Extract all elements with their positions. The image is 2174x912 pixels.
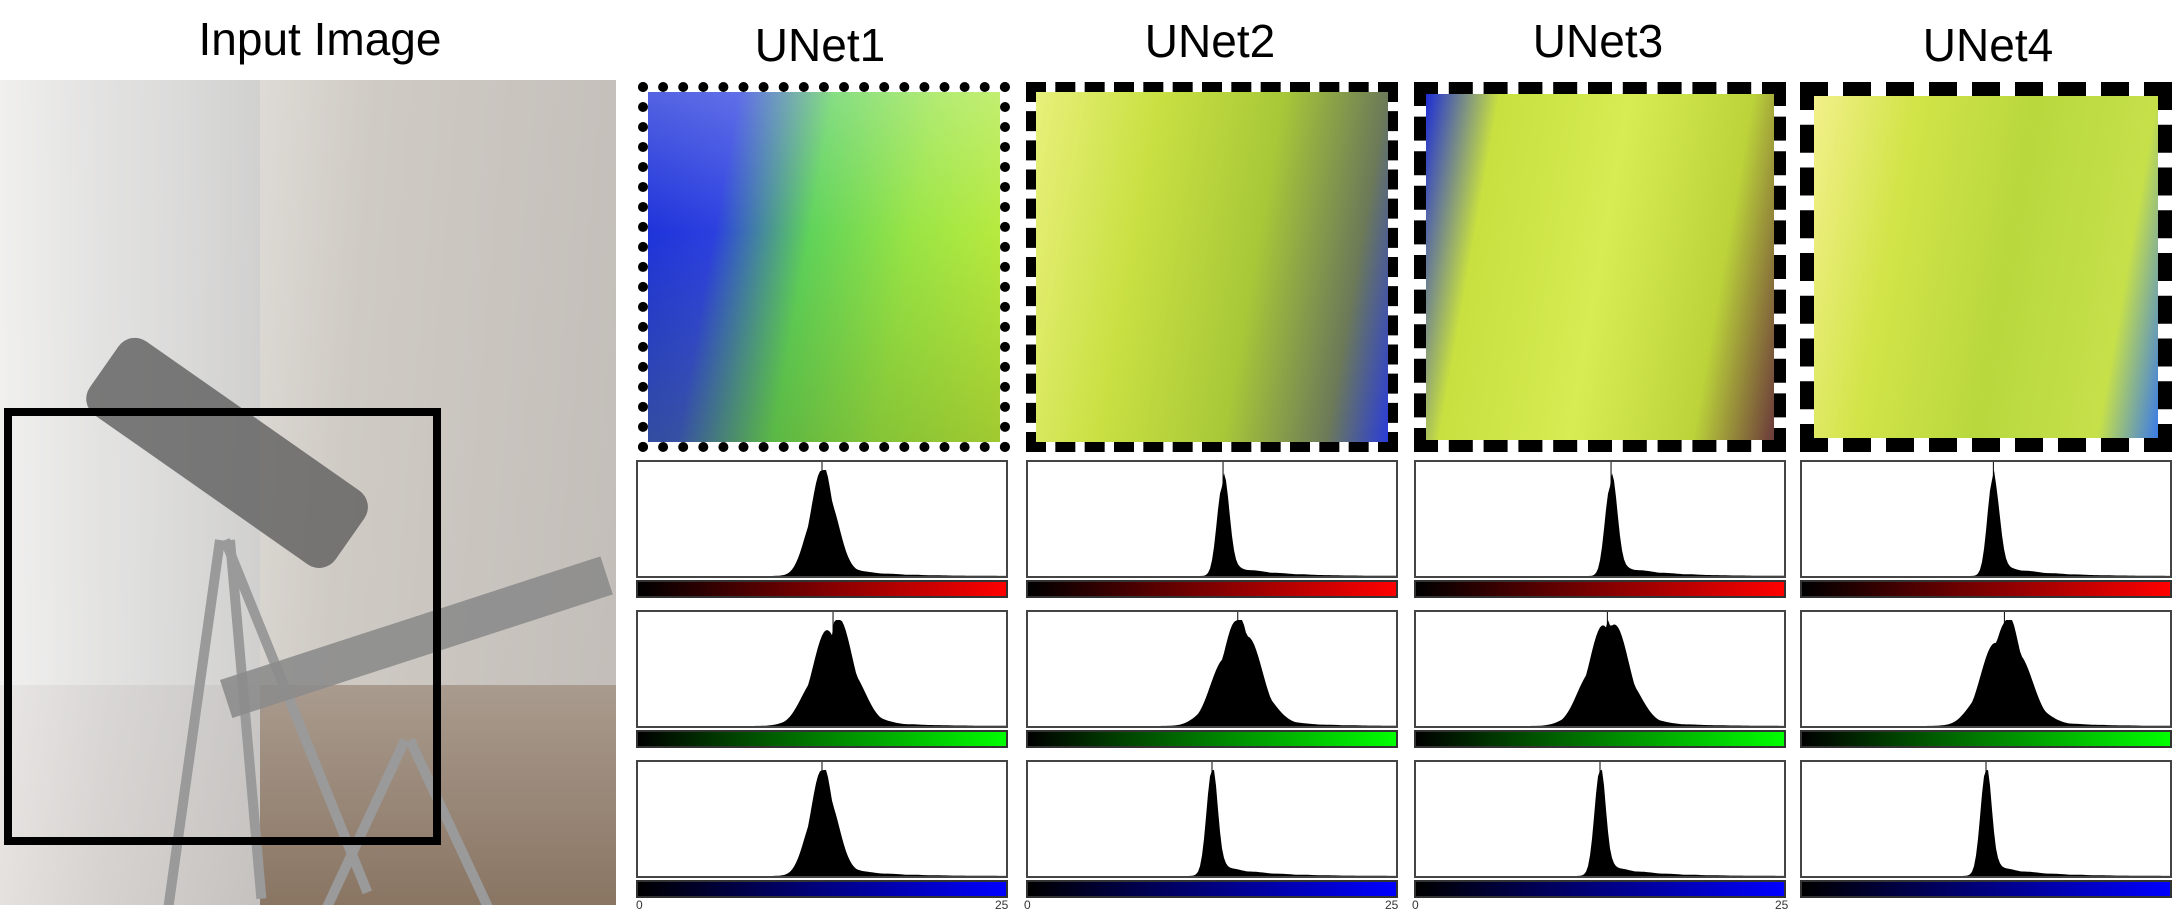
unet1-blue-histogram xyxy=(636,760,1008,878)
unet3-red-gradient-bar xyxy=(1414,580,1786,598)
unet1-image-shading xyxy=(648,92,1000,442)
unet3-green-gradient-bar xyxy=(1414,730,1786,748)
unet2-output-image xyxy=(1026,82,1398,452)
unet4-red-gradient-bar xyxy=(1800,580,2172,598)
unet2-red-gradient-bar xyxy=(1026,580,1398,598)
axis-tick-min: 0 xyxy=(1024,898,1031,912)
histogram-shape xyxy=(1802,620,2170,726)
unet1-blue-gradient-bar xyxy=(636,880,1008,898)
input-image-title: Input Image xyxy=(198,13,442,65)
histogram-shape xyxy=(1802,470,2170,576)
unet3-blue-gradient-bar xyxy=(1414,880,1786,898)
unet1-image-fill xyxy=(648,92,1000,442)
histogram-shape xyxy=(1416,620,1784,726)
unet1-output-image xyxy=(638,82,1010,452)
unet3-green-histogram xyxy=(1414,610,1786,728)
unet2-green-histogram xyxy=(1026,610,1398,728)
unet3-image-fill xyxy=(1426,94,1774,440)
unet1-red-histogram xyxy=(636,460,1008,578)
axis-tick-min: 0 xyxy=(1412,898,1419,912)
histogram-shape xyxy=(1028,620,1396,726)
axis-tick-min: 0 xyxy=(636,898,643,912)
unet2-image-fill xyxy=(1036,92,1388,442)
unet2-red-histogram xyxy=(1026,460,1398,578)
unet3-blue-histogram xyxy=(1414,760,1786,878)
unet3-output-image xyxy=(1414,82,1786,452)
unet4-blue-gradient-bar xyxy=(1800,880,2172,898)
histogram-shape xyxy=(1028,473,1396,576)
axis-tick-max: 25 xyxy=(1775,898,1789,912)
unet2-blue-gradient-bar xyxy=(1026,880,1398,898)
unet2-blue-histogram xyxy=(1026,760,1398,878)
unet1-title: UNet1 xyxy=(754,19,886,71)
unet3-red-histogram xyxy=(1414,460,1786,578)
unet1-green-gradient-bar xyxy=(636,730,1008,748)
crop-region-box xyxy=(4,408,441,845)
unet4-green-histogram xyxy=(1800,610,2172,728)
unet4-green-gradient-bar xyxy=(1800,730,2172,748)
unet2-title: UNet2 xyxy=(1144,15,1276,67)
unet4-red-histogram xyxy=(1800,460,2172,578)
axis-tick-max: 25 xyxy=(995,898,1009,912)
unet3-title: UNet3 xyxy=(1532,15,1664,67)
axis-tick-max: 25 xyxy=(1385,898,1399,912)
unet4-output-image xyxy=(1800,82,2172,452)
unet1-red-gradient-bar xyxy=(636,580,1008,598)
histogram-shape xyxy=(638,620,1006,726)
unet2-green-gradient-bar xyxy=(1026,730,1398,748)
unet1-green-histogram xyxy=(636,610,1008,728)
unet4-blue-histogram xyxy=(1800,760,2172,878)
histogram-shape xyxy=(1416,473,1784,576)
unet4-title: UNet4 xyxy=(1922,19,2054,71)
unet4-image-fill xyxy=(1814,96,2158,438)
input-image xyxy=(0,80,616,905)
